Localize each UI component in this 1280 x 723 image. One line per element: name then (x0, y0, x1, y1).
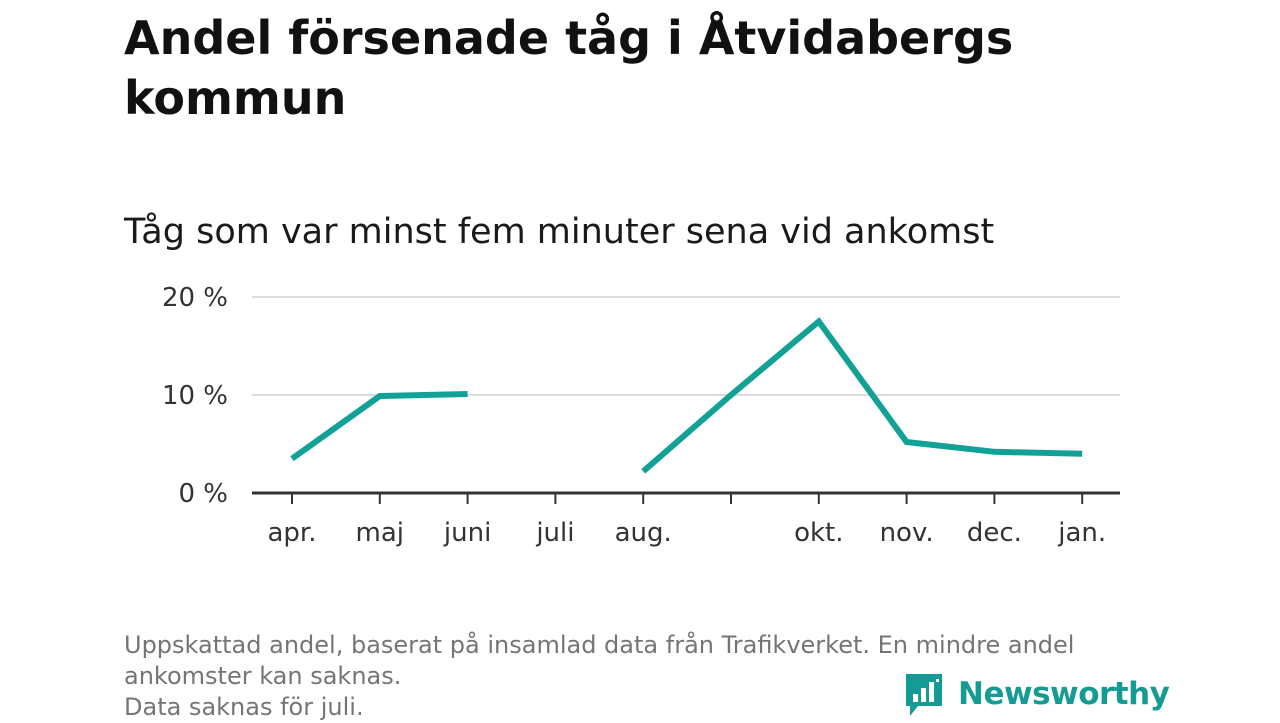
y-axis-tick-labels: 0 % 10 % 20 % (162, 283, 228, 509)
x-tick-label: jan. (1057, 518, 1106, 548)
y-tick-label-10: 10 % (162, 381, 228, 411)
series-layer (290, 317, 1083, 474)
y-tick-label-0: 0 % (178, 479, 228, 509)
chart-subtitle: Tåg som var minst fem minuter sena vid a… (124, 212, 995, 252)
x-tick-label: maj (356, 518, 404, 548)
y-tick-label-20: 20 % (162, 283, 228, 313)
series-line-segment-2 (641, 317, 1083, 474)
footnote-missing-data-text: Data saknas för juli. (124, 693, 364, 721)
x-tick-label: aug. (615, 518, 672, 548)
chart-title: Andel försenade tåg i Åtvidabergs kommun (124, 11, 1014, 125)
x-axis-ticks: apr. maj juni juli aug. okt. nov. dec. jan. (267, 493, 1106, 548)
grid-lines (252, 296, 1120, 396)
x-tick-label: juni (443, 518, 491, 548)
x-tick-label: juli (535, 518, 574, 548)
newsworthy-logo-icon (906, 674, 942, 716)
x-tick-label: dec. (967, 518, 1022, 548)
x-tick-label: nov. (880, 518, 934, 548)
x-tick-label: apr. (267, 518, 316, 548)
newsworthy-logo-text: Newsworthy (958, 676, 1170, 712)
x-tick-label: okt. (794, 518, 843, 548)
newsworthy-logo[interactable]: Newsworthy (902, 670, 1170, 718)
footnote-source-text: Uppskattad andel, baserat på insamlad da… (124, 631, 1075, 690)
series-line-segment-1 (290, 391, 468, 462)
chart-footnote: Uppskattad andel, baserat på insamlad da… (124, 630, 1154, 723)
